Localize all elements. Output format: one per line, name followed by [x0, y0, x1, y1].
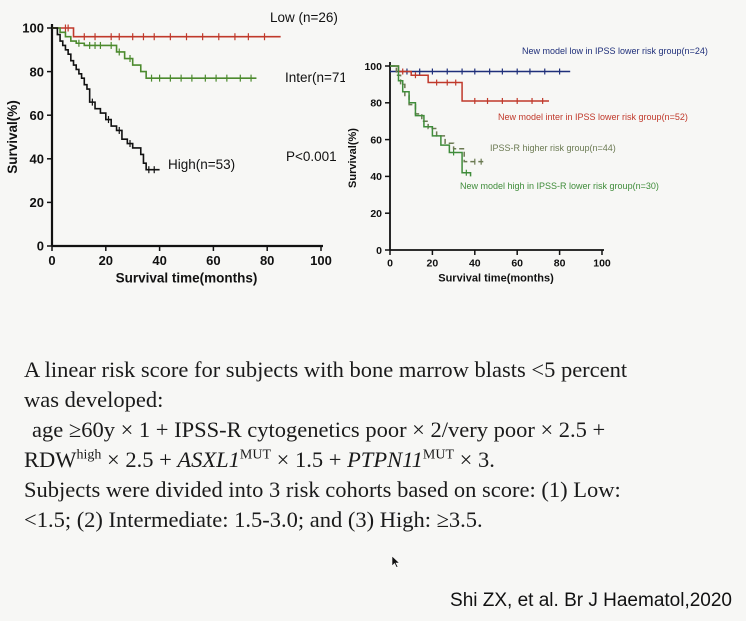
y-tick-label: 80 — [30, 64, 44, 79]
caption-line-6: <1.5; (2) Intermediate: 1.5-3.0; and (3)… — [24, 507, 483, 532]
risk-score-caption: A linear risk score for subjects with bo… — [24, 355, 734, 535]
asxl1-gene: ASXL1 — [177, 447, 240, 472]
y-tick-label: 40 — [30, 151, 44, 166]
x-tick-label: 40 — [469, 258, 481, 270]
y-axis-label: Survival(%) — [5, 100, 20, 174]
x-axis-label: Survival time(months) — [438, 273, 554, 285]
x-tick-label: 100 — [310, 253, 332, 268]
x-tick-label: 20 — [427, 258, 439, 270]
y-tick-label: 100 — [364, 61, 382, 73]
caption-text-segment: × 2.5 + — [101, 447, 178, 472]
series-label-4: New model high in IPSS-R lower risk grou… — [460, 181, 659, 191]
x-tick-label: 40 — [152, 253, 166, 268]
caption-text-segment: × 1.5 + — [271, 447, 348, 472]
rdw-high-sup: high — [76, 447, 102, 463]
y-tick-label: 80 — [370, 98, 382, 110]
series-label-2: New model inter in IPSS lower risk group… — [498, 112, 688, 122]
y-axis-label: Survival(%) — [347, 128, 359, 188]
survival-chart-left: 0 20 40 60 80 100 0 20 40 60 80 100 Survival time(mo… — [5, 10, 345, 286]
x-tick-label: 0 — [48, 253, 55, 268]
x-tick-label: 60 — [206, 253, 220, 268]
p-value-annotation: P<0.001 — [286, 149, 337, 164]
caption-line-3: age ≥60y × 1 + IPSS-R cytogenetics poor … — [32, 417, 606, 442]
series-label-1: Low (n=26) — [270, 10, 338, 25]
x-axis-label: Survival time(months) — [116, 271, 258, 286]
x-tick-label: 80 — [260, 253, 274, 268]
ptpn11-gene: PTPN11 — [347, 447, 423, 472]
survival-curve-2 — [52, 27, 257, 79]
y-tick-label: 0 — [37, 239, 44, 254]
caption-line-2: was developed: — [24, 387, 164, 412]
caption-line-1: A linear risk score for subjects with bo… — [24, 357, 628, 382]
series-label-1: New model low in IPSS lower risk group(n… — [522, 46, 708, 56]
series-label-3: High(n=53) — [168, 157, 235, 172]
y-tick-label: 100 — [22, 21, 44, 36]
x-tick-label: 20 — [99, 253, 113, 268]
y-tick-label: 0 — [376, 245, 382, 257]
x-tick-label: 80 — [554, 258, 566, 270]
survival-curve-4 — [390, 65, 472, 177]
survival-curve-1 — [52, 27, 281, 38]
caption-line-4: RDWhigh × 2.5 + ASXL1MUT × 1.5 + PTPN11M… — [24, 445, 734, 475]
x-tick-label: 0 — [387, 258, 393, 270]
y-tick-label: 60 — [370, 134, 382, 146]
mouse-pointer-icon — [392, 556, 400, 568]
y-tick-label: 20 — [30, 195, 44, 210]
asxl1-mut-sup: MUT — [239, 447, 272, 463]
x-tick-label: 60 — [511, 258, 523, 270]
series-label-2: Inter(n=71) — [285, 70, 345, 85]
caption-line-5: Subjects were divided into 3 risk cohort… — [24, 477, 621, 502]
caption-text-segment: × 3. — [454, 447, 495, 472]
y-tick-label: 60 — [30, 108, 44, 123]
survival-curve-3 — [390, 65, 484, 163]
y-tick-label: 40 — [370, 171, 382, 183]
x-tick-label: 100 — [593, 258, 611, 270]
survival-chart-right: 0 20 40 60 80 100 0 20 40 60 80 100 Survival time(mo… — [347, 46, 708, 285]
series-label-3: IPSS-R higher risk group(n=44) — [490, 143, 616, 153]
y-tick-label: 20 — [370, 208, 382, 220]
citation: Shi ZX, et al. Br J Haematol,2020 — [450, 590, 732, 611]
rdw-label: RDW — [24, 447, 77, 472]
ptpn11-mut-sup: MUT — [422, 447, 455, 463]
survival-curve-3 — [52, 27, 160, 171]
